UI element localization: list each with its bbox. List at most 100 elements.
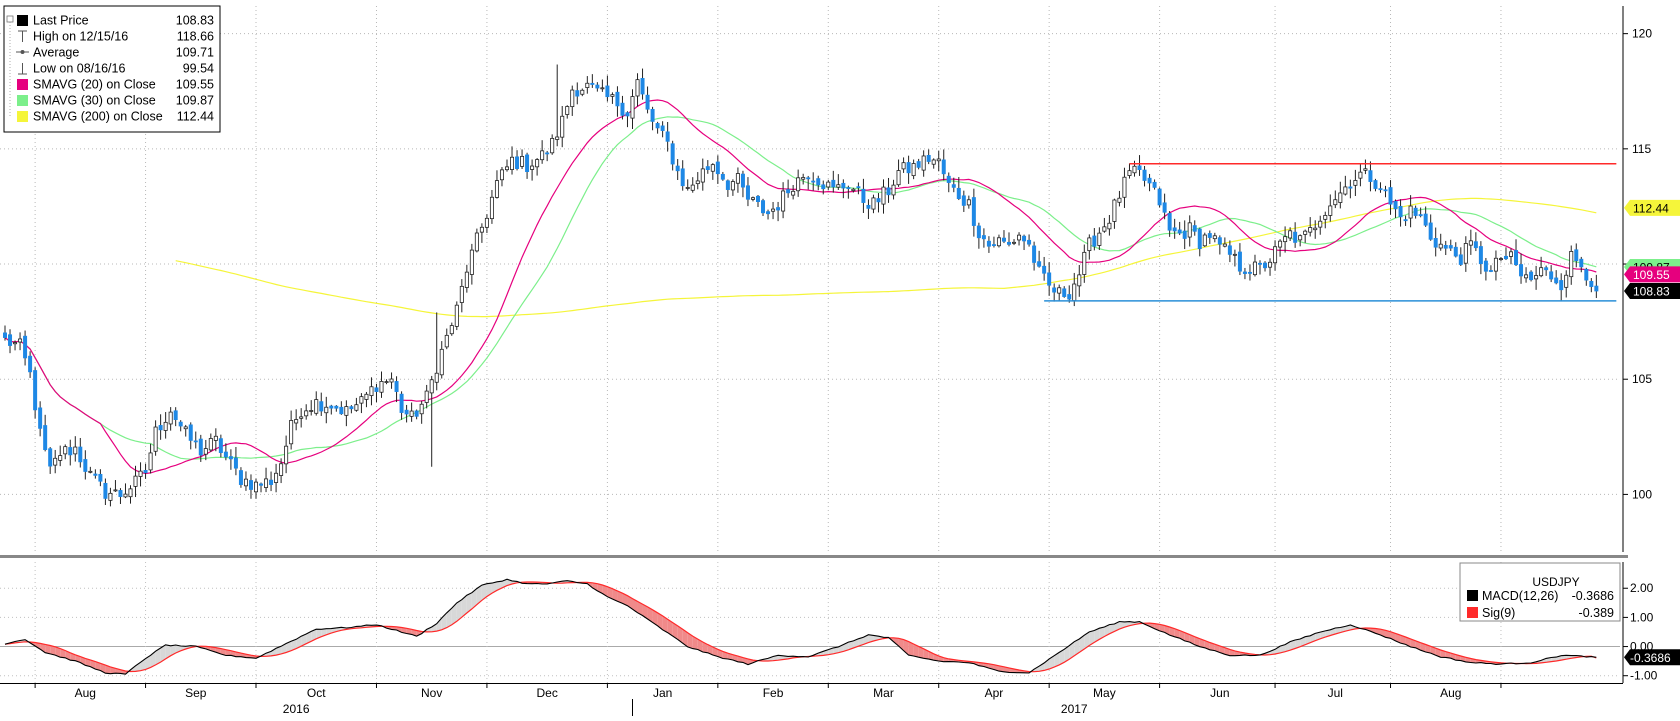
- candle-body: [1062, 288, 1067, 297]
- candle-body: [1338, 192, 1343, 203]
- macd-fill-segment: [401, 627, 407, 634]
- x-month-label: Feb: [763, 686, 784, 700]
- candle-body: [1001, 237, 1006, 242]
- candle-body: [18, 338, 23, 343]
- candle-body: [1433, 238, 1438, 248]
- price-legend-entry: Average 109.71: [16, 46, 214, 60]
- legend-high-marker: [18, 30, 27, 42]
- macd-fill-segment: [426, 627, 432, 632]
- candle-body: [68, 447, 73, 456]
- candle-body: [354, 404, 359, 411]
- candle: [811, 172, 816, 191]
- macd-fill-segment: [1295, 638, 1301, 649]
- candle: [1268, 258, 1273, 276]
- candle-body: [1383, 189, 1388, 192]
- candle: [218, 434, 223, 458]
- candle-body: [1263, 262, 1268, 269]
- candle-body: [1333, 199, 1338, 206]
- candle-body: [645, 94, 650, 110]
- macd-fill-segment: [311, 629, 317, 642]
- candle-body: [1017, 234, 1022, 241]
- macd-fill-segment: [1084, 631, 1090, 649]
- x-month-label: Aug: [75, 686, 96, 700]
- candle-body: [1042, 265, 1047, 274]
- macd-fill-segment: [918, 646, 924, 659]
- macd-fill-segment: [1551, 657, 1557, 662]
- candle: [1192, 220, 1197, 236]
- candle-body: [1453, 246, 1458, 257]
- candle-body: [801, 177, 806, 180]
- candle-body: [464, 271, 469, 288]
- candle: [1323, 211, 1328, 229]
- candle: [776, 201, 781, 222]
- x-month-label: Oct: [307, 686, 326, 700]
- macd-fill-segment: [702, 641, 708, 653]
- macd-fill-segment: [1320, 630, 1326, 639]
- candle: [504, 159, 509, 172]
- candle-body: [233, 457, 238, 469]
- macd-tick-label: 2.00: [1630, 581, 1654, 595]
- macd-fill-segment: [778, 655, 784, 661]
- candle: [1273, 240, 1278, 271]
- candle-body: [13, 342, 18, 345]
- candle-body: [1152, 181, 1157, 188]
- candle: [223, 443, 228, 461]
- legend-swatch: [17, 111, 28, 122]
- candle-body: [640, 78, 645, 95]
- candle: [655, 121, 660, 134]
- candle: [1177, 221, 1182, 236]
- candle-body: [750, 197, 755, 200]
- candle: [761, 198, 766, 217]
- macd-legend-entries: MACD(12,26) -0.3686 Sig(9) -0.389: [1467, 589, 1614, 620]
- right-value-tag: [1624, 199, 1680, 216]
- candle: [1252, 254, 1257, 277]
- candle-body: [705, 166, 710, 170]
- candle-body: [1082, 251, 1087, 275]
- macd-fill-segment: [662, 615, 668, 633]
- candle: [449, 322, 454, 336]
- candle: [635, 73, 640, 107]
- candle: [1549, 265, 1554, 283]
- candle-body: [911, 163, 916, 177]
- macd-fill-segment: [1209, 642, 1215, 651]
- candle-body: [1222, 243, 1227, 247]
- candle: [1343, 175, 1348, 196]
- candle: [806, 175, 811, 190]
- candle: [1458, 247, 1463, 266]
- candle-body: [946, 175, 951, 183]
- x-month-label: Jan: [653, 686, 672, 700]
- candle: [304, 404, 309, 420]
- macd-fill-segment: [697, 639, 703, 653]
- candle: [745, 177, 750, 207]
- candle-body: [831, 179, 836, 188]
- candle: [198, 434, 203, 462]
- candle-body: [991, 244, 996, 246]
- candle-body: [811, 180, 816, 183]
- candle-body: [1167, 213, 1172, 231]
- candle: [991, 236, 996, 248]
- candle: [424, 384, 429, 409]
- candle-body: [309, 410, 314, 412]
- candle: [961, 190, 966, 212]
- candle-body: [625, 112, 630, 117]
- candle: [1358, 163, 1363, 187]
- candle: [550, 134, 555, 155]
- x-month-label: Apr: [985, 686, 1004, 700]
- candle-body: [1488, 270, 1493, 272]
- macd-legend-entry: Sig(9) -0.389: [1467, 606, 1614, 620]
- candle-body: [3, 332, 8, 338]
- candle: [359, 393, 364, 414]
- macd-fill-segment: [1280, 644, 1286, 653]
- candle-body: [193, 440, 198, 443]
- x-month-label: May: [1093, 686, 1116, 700]
- candle-body: [1012, 241, 1017, 244]
- candle-body: [1594, 285, 1599, 292]
- candle-body: [650, 108, 655, 122]
- candle-body: [976, 225, 981, 239]
- candle-body: [956, 187, 961, 199]
- macd-fill-segment: [1054, 652, 1060, 668]
- candle: [931, 158, 936, 169]
- candle: [459, 279, 464, 313]
- x-month-label: Sep: [185, 686, 207, 700]
- candle: [1107, 214, 1112, 236]
